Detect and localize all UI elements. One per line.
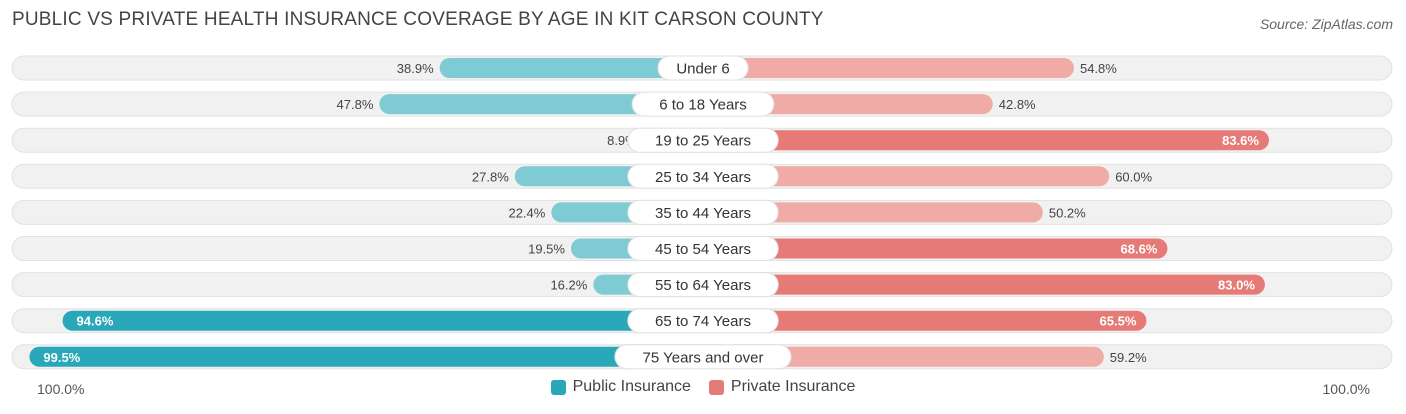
category-label: 25 to 34 Years [655,169,751,186]
category-label: 6 to 18 Years [659,97,747,114]
public-value-label: 47.8% [337,97,374,112]
private-bar [703,58,1074,78]
private-value-label: 83.6% [1222,133,1259,148]
private-value-label: 54.8% [1080,61,1117,76]
category-pill [627,127,779,153]
private-value-label: 59.2% [1110,350,1147,365]
legend-label-private: Private Insurance [730,378,856,395]
private-value-label: 68.6% [1121,242,1158,257]
category-pill [614,344,792,370]
public-value-label: 22.4% [508,205,545,220]
category-pill [627,272,779,298]
private-value-label: 83.0% [1218,278,1255,293]
public-value-label: 99.5% [43,350,80,365]
private-bar [703,202,1043,223]
private-value-label: 42.8% [999,97,1036,112]
legend-item-private: Private Insurance [708,378,856,396]
chart-title: PUBLIC VS PRIVATE HEALTH INSURANCE COVER… [12,9,824,30]
category-label: 35 to 44 Years [655,205,751,222]
public-value-label: 27.8% [472,169,509,184]
axis-right-label: 100.0% [1322,381,1370,397]
public-value-label: 19.5% [528,242,565,257]
private-value-label: 65.5% [1100,314,1137,329]
public-value-label: 16.2% [550,278,587,293]
private-bar [703,274,1265,295]
private-bar [703,310,1147,331]
private-bar [703,94,993,115]
category-pill [627,199,779,225]
category-label: 55 to 64 Years [655,277,751,294]
legend-label-public: Public Insurance [572,378,691,395]
category-label: 19 to 25 Years [655,133,751,150]
private-bar [703,130,1269,151]
legend-swatch-private [708,379,724,395]
private-bar [703,346,1104,367]
public-value-label: 38.9% [397,61,434,76]
category-label: 75 Years and over [643,349,764,366]
private-value-label: 60.0% [1115,169,1152,184]
public-value-label: 94.6% [77,314,114,329]
category-pill [627,236,779,261]
private-value-label: 50.2% [1049,205,1086,220]
legend-item-public: Public Insurance [550,378,691,396]
axis-left-label: 100.0% [37,381,85,397]
category-label: 45 to 54 Years [655,241,751,258]
private-bar [703,238,1168,259]
private-bar [703,166,1110,187]
category-pill [627,163,779,189]
public-bar [29,346,703,367]
source-label: Source: ZipAtlas.com [1259,16,1393,32]
legend: Public Insurance Private Insurance [0,378,1406,396]
category-label: Under 6 [676,61,729,78]
category-pill [657,55,749,81]
legend-swatch-public [550,379,566,395]
category-pill [631,91,775,117]
public-bar [439,58,703,78]
public-bar [62,310,704,331]
category-label: 65 to 74 Years [655,313,751,330]
category-pill [627,308,779,334]
public-bar [379,94,703,115]
